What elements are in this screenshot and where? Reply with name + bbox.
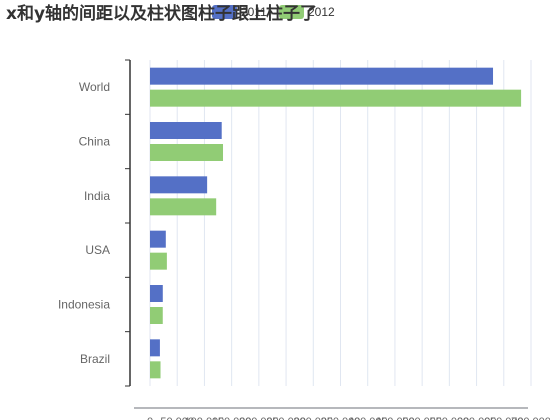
x-tick-label-13: 650,000	[484, 416, 524, 420]
bar-china-2011[interactable]	[150, 122, 222, 139]
bar-usa-2011[interactable]	[150, 230, 166, 248]
chart-title: x和y轴的间距以及柱状图柱子跟上柱子了	[6, 3, 317, 24]
legend: 2011 2012	[212, 5, 335, 19]
bar-india-2011[interactable]	[150, 176, 208, 194]
x-tick-label-2: 100,000	[185, 416, 225, 420]
bar-china-2012[interactable]	[150, 144, 224, 161]
category-label-brazil: Brazil	[80, 352, 110, 366]
bar-world-2011[interactable]	[150, 67, 494, 85]
bar-india-2012[interactable]	[150, 198, 217, 216]
bar-world-2012[interactable]	[150, 89, 522, 107]
category-label-china: China	[79, 135, 111, 149]
x-tick-label-12: 600,000	[457, 416, 497, 420]
category-label-world: World	[79, 80, 110, 94]
x-tick-labels: 0 50,000100,000150,000200,000250,000300,0…	[147, 416, 550, 420]
grid-lines	[149, 60, 532, 386]
x-tick-label-8: 400,000	[348, 416, 388, 420]
category-labels: World China India USA Indonesia Brazil	[58, 80, 110, 366]
bar-usa-2012[interactable]	[150, 252, 167, 270]
bar-indonesia-2012[interactable]	[150, 307, 163, 324]
x-tick-label-6: 300,000	[293, 416, 333, 420]
x-tick-label-0: 0	[147, 416, 153, 420]
axes	[129, 60, 528, 409]
x-tick-label-9: 450,000	[375, 416, 415, 420]
y-axis-ticks	[125, 59, 130, 387]
x-tick-label-3: 150,000	[212, 416, 252, 420]
x-tick-label-10: 500,000	[402, 416, 442, 420]
category-label-indonesia: Indonesia	[58, 298, 110, 312]
category-label-india: India	[84, 189, 110, 203]
x-tick-label-5: 250,000	[266, 416, 306, 420]
x-tick-label-14: 700,000	[511, 416, 550, 420]
x-tick-label-11: 550,000	[429, 416, 469, 420]
legend-swatch-2011[interactable]	[212, 5, 237, 19]
bar-indonesia-2011[interactable]	[150, 285, 163, 302]
x-tick-label-4: 200,000	[239, 416, 279, 420]
x-tick-label-1: 50,000	[160, 416, 194, 420]
bars	[150, 67, 522, 379]
legend-label-2012[interactable]: 2012	[308, 5, 335, 19]
legend-label-2011[interactable]: 2011	[241, 5, 267, 19]
legend-swatch-2012[interactable]	[279, 5, 304, 19]
bar-brazil-2011[interactable]	[150, 339, 160, 357]
x-tick-label-7: 350,000	[321, 416, 361, 420]
category-label-usa: USA	[85, 243, 110, 257]
bar-brazil-2012[interactable]	[150, 361, 161, 379]
